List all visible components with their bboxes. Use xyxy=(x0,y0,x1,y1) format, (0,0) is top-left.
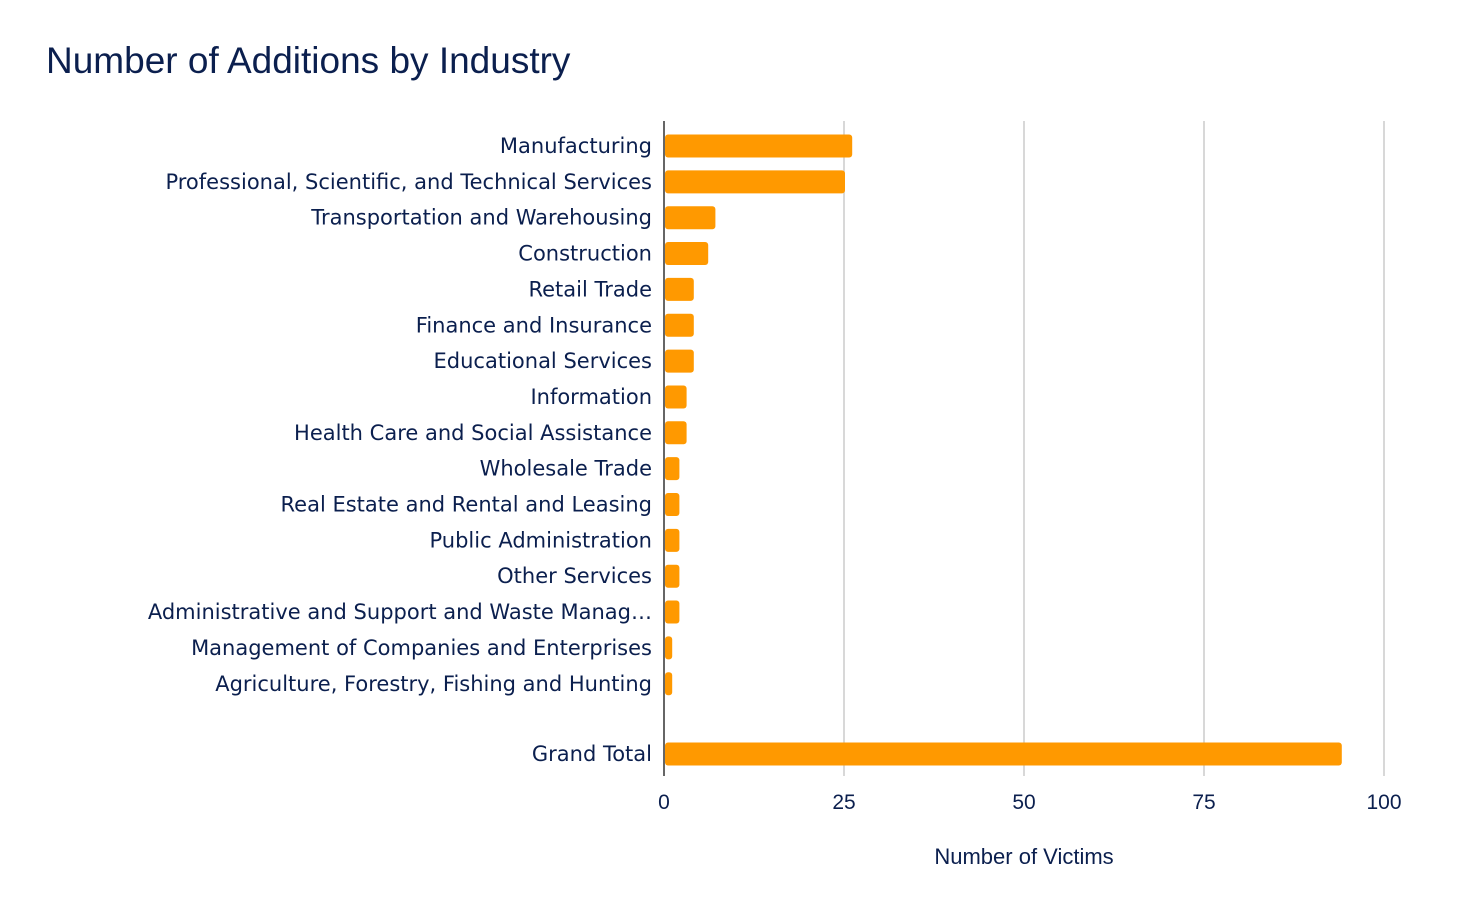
category-label: Agriculture, Forestry, Fishing and Hunti… xyxy=(215,672,652,696)
category-label: Real Estate and Rental and Leasing xyxy=(281,493,652,517)
x-tick-label: 0 xyxy=(658,791,670,814)
chart-title: Number of Additions by Industry xyxy=(46,40,571,81)
bar-9 xyxy=(665,457,680,481)
category-label: Public Administration xyxy=(430,528,653,552)
bar-5 xyxy=(665,313,694,337)
x-axis-title: Number of Victims xyxy=(934,844,1113,869)
bar-3 xyxy=(665,242,709,266)
x-tick-label: 100 xyxy=(1366,791,1401,814)
bar-7 xyxy=(665,385,687,409)
category-label: Retail Trade xyxy=(528,277,652,301)
category-label: Manufacturing xyxy=(500,134,652,158)
category-label: Finance and Insurance xyxy=(416,313,652,337)
category-label: Administrative and Support and Waste Man… xyxy=(148,600,652,624)
x-tick-labels: 0 25 50 75 100 xyxy=(658,791,1401,814)
bar-2 xyxy=(665,206,716,230)
x-tick-label: 25 xyxy=(832,791,855,814)
bar-10 xyxy=(665,493,680,516)
category-label: Management of Companies and Enterprises xyxy=(191,636,652,660)
category-label: Educational Services xyxy=(434,349,652,373)
bars xyxy=(665,134,1342,766)
x-tick-label: 50 xyxy=(1012,791,1035,814)
bar-8 xyxy=(665,421,687,445)
bar-14 xyxy=(665,636,673,660)
gridlines xyxy=(843,121,1385,776)
bar-4 xyxy=(665,277,694,301)
category-label: Transportation and Warehousing xyxy=(310,206,652,230)
category-label: Grand Total xyxy=(532,742,652,766)
bar-12 xyxy=(665,564,680,588)
bar-6 xyxy=(665,349,694,373)
bar-16 xyxy=(665,742,1342,766)
category-labels: Manufacturing Professional, Scientific, a… xyxy=(148,134,652,766)
category-label: Wholesale Trade xyxy=(480,457,652,481)
bar-11 xyxy=(665,528,680,552)
bar-0 xyxy=(665,134,853,158)
category-label: Construction xyxy=(518,242,652,266)
x-tick-label: 75 xyxy=(1192,791,1215,814)
bar-13 xyxy=(665,600,680,624)
category-label: Other Services xyxy=(497,564,652,588)
bar-15 xyxy=(665,672,673,696)
category-label: Information xyxy=(530,385,652,409)
category-label: Health Care and Social Assistance xyxy=(294,421,652,445)
bar-1 xyxy=(665,170,845,194)
category-label: Professional, Scientific, and Technical … xyxy=(165,170,652,194)
